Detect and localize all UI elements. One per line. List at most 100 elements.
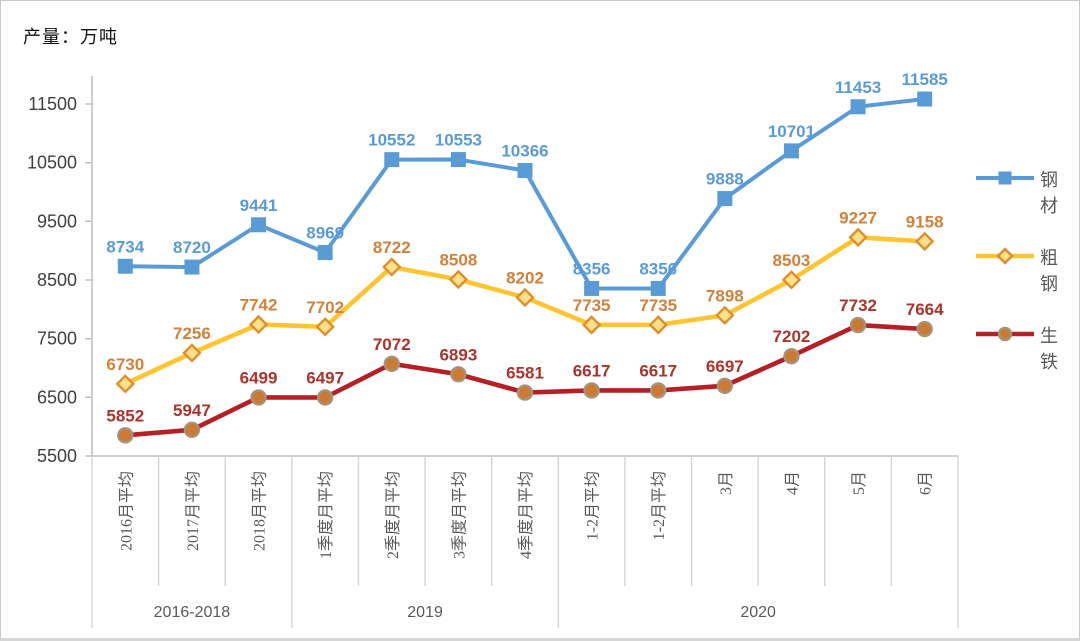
data-label-钢材: 11453 [835,78,881,97]
data-point-生铁 [316,389,334,406]
data-label-粗钢: 7256 [173,324,211,343]
data-point-钢材 [917,91,933,107]
data-point-钢材 [650,280,666,296]
data-label-粗钢: 9227 [839,208,877,227]
x-tick-label: 4月 [784,471,801,495]
data-label-生铁: 7202 [773,327,811,346]
legend-marker-生铁 [997,326,1013,342]
data-point-生铁 [383,355,400,372]
data-point-粗钢 [914,231,935,252]
x-tick-label: 2017月平均 [184,471,202,551]
data-point-粗钢 [182,343,202,363]
data-point-生铁 [650,382,667,399]
data-label-钢材: 9888 [706,170,744,189]
data-label-粗钢: 7702 [306,298,344,317]
x-group-label: 2016-2018 [154,604,231,621]
data-point-钢材 [384,152,400,168]
data-label-粗钢: 8722 [373,238,411,257]
data-point-钢材 [783,143,799,159]
data-point-钢材 [184,259,200,275]
legend-label-生铁: 生铁 [1040,326,1058,372]
data-point-生铁 [783,347,800,365]
y-tick-label: 5500 [37,446,77,466]
data-point-钢材 [251,217,267,233]
x-group-label: 2020 [740,604,776,621]
data-point-粗钢 [648,315,668,335]
legend-marker-钢材 [998,171,1012,185]
data-point-钢材 [584,280,600,296]
data-label-钢材: 8356 [639,259,677,278]
data-point-粗钢 [515,287,535,308]
x-tick-label: 1季度月平均 [317,471,335,559]
data-point-钢材 [317,244,333,260]
data-label-生铁: 6497 [306,369,344,388]
data-point-生铁 [117,427,134,444]
data-label-生铁: 6581 [506,364,544,383]
data-point-粗钢 [115,374,136,394]
x-tick-label: 3月 [718,471,735,495]
data-point-生铁 [183,421,201,438]
data-point-钢材 [117,258,133,274]
data-point-粗钢 [781,270,802,290]
data-label-生铁: 6893 [439,345,477,364]
data-point-生铁 [916,320,933,338]
y-tick-label: 10500 [27,153,77,173]
data-label-生铁: 6617 [573,361,611,380]
data-label-粗钢: 7735 [639,296,677,315]
data-label-生铁: 5947 [173,401,211,420]
y-tick-label: 11500 [28,94,77,114]
data-label-钢材: 10366 [501,142,548,161]
data-label-粗钢: 6730 [106,355,144,374]
data-label-钢材: 9441 [240,196,278,215]
data-point-粗钢 [448,269,469,290]
y-tick-label: 9500 [37,211,77,231]
x-tick-label: 2季度月平均 [384,471,402,559]
data-point-粗钢 [715,305,735,326]
data-label-钢材: 8356 [573,259,611,278]
data-label-生铁: 6499 [240,368,278,387]
data-label-生铁: 7732 [839,296,877,315]
data-label-粗钢: 7898 [706,286,744,305]
data-label-生铁: 6617 [639,361,677,380]
data-point-生铁 [716,377,734,394]
y-tick-label: 6500 [37,387,77,407]
x-tick-label: 3季度月平均 [450,471,468,559]
data-label-钢材: 8734 [106,237,144,256]
data-point-粗钢 [315,317,335,337]
chart-title: 产量：万吨 [23,27,118,47]
x-tick-label: 2016月平均 [117,471,135,551]
data-point-钢材 [450,152,466,168]
data-point-粗钢 [382,257,402,277]
x-tick-label: 4季度月平均 [517,471,535,559]
data-point-钢材 [850,99,866,115]
data-point-粗钢 [581,315,602,335]
data-label-生铁: 5852 [106,406,144,425]
data-point-生铁 [583,382,600,399]
data-label-钢材: 10552 [368,131,415,150]
y-tick-label: 7500 [37,329,77,349]
data-label-粗钢: 9158 [906,212,944,231]
data-label-粗钢: 7735 [573,296,611,315]
x-tick-label: 5月 [851,471,868,495]
legend-label-粗钢: 粗钢 [1040,248,1058,294]
legend-marker-粗钢 [996,247,1014,265]
x-tick-label: 2018月平均 [251,471,269,551]
x-group-label: 2019 [407,604,443,621]
data-point-生铁 [450,366,467,383]
data-point-粗钢 [248,314,269,335]
data-label-生铁: 7664 [906,300,944,319]
legend-label-钢材: 钢材 [1040,170,1058,216]
data-label-钢材: 10701 [768,122,815,141]
data-label-生铁: 7072 [373,335,411,354]
data-label-生铁: 6697 [706,357,744,376]
data-label-钢材: 10553 [435,131,482,150]
data-point-粗钢 [848,227,868,248]
data-point-钢材 [517,163,533,179]
x-tick-label: 1-2月平均 [650,471,668,540]
data-point-生铁 [516,384,534,401]
data-label-粗钢: 8508 [439,251,477,270]
x-tick-label: 1-2月平均 [584,471,602,540]
data-label-粗钢: 8202 [506,268,544,287]
